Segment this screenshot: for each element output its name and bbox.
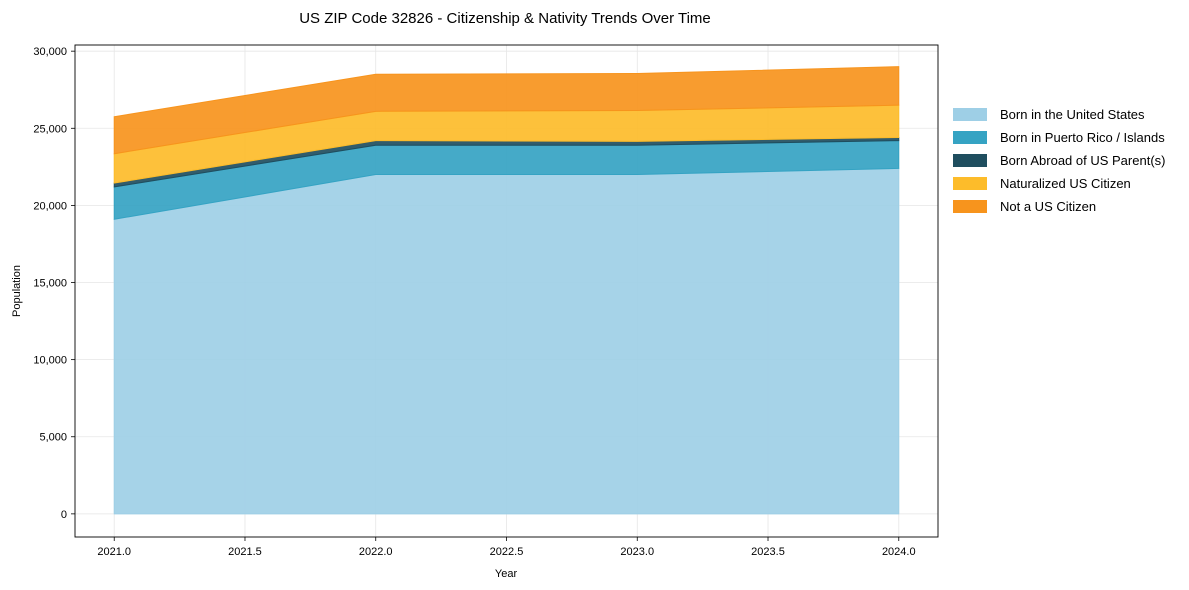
legend-label-born-abroad-of-us-parent-s: Born Abroad of US Parent(s) [1000,153,1165,168]
x-axis-ticks: 2021.0 2021.5 2022.0 2022.5 2023.0 2023.5 2024… [97,537,916,558]
x-tick-label: 2022.0 [359,546,393,558]
legend-swatch-not-a-us-citizen [953,200,987,213]
y-axis-ticks: 0 5,000 10,000 15,000 20,000 25,000 30,000 [33,46,75,521]
y-axis-label: Population [11,265,23,317]
legend-swatch-born-in-puerto-rico-islands [953,131,987,144]
legend-swatch-naturalized-us-citizen [953,177,987,190]
x-tick-label: 2023.5 [751,546,785,558]
y-tick-label: 5,000 [39,432,67,444]
x-tick-label: 2024.0 [882,546,916,558]
x-tick-label: 2023.0 [620,546,654,558]
legend-swatch-born-abroad-of-us-parent-s [953,154,987,167]
x-tick-label: 2021.0 [97,546,131,558]
legend-label-born-in-puerto-rico-islands: Born in Puerto Rico / Islands [1000,130,1165,145]
chart-title: US ZIP Code 32826 - Citizenship & Nativi… [299,10,711,27]
y-tick-label: 0 [61,509,67,521]
area-layer [113,66,900,515]
legend: Born in the United States Born in Puerto … [953,107,1165,214]
y-tick-label: 10,000 [33,355,67,367]
area-not-a-us-citizen [113,66,900,155]
y-tick-label: 25,000 [33,123,67,135]
y-tick-label: 15,000 [33,278,67,290]
legend-swatch-born-in-the-united-states [953,108,987,121]
x-tick-label: 2022.5 [490,546,524,558]
x-axis-label: Year [495,568,518,580]
area-born-in-the-united-states [113,167,900,515]
legend-label-naturalized-us-citizen: Naturalized US Citizen [1000,176,1131,191]
y-tick-label: 20,000 [33,200,67,212]
legend-label-born-in-the-united-states: Born in the United States [1000,107,1145,122]
legend-label-not-a-us-citizen: Not a US Citizen [1000,199,1096,214]
x-tick-label: 2021.5 [228,546,262,558]
y-tick-label: 30,000 [33,46,67,58]
